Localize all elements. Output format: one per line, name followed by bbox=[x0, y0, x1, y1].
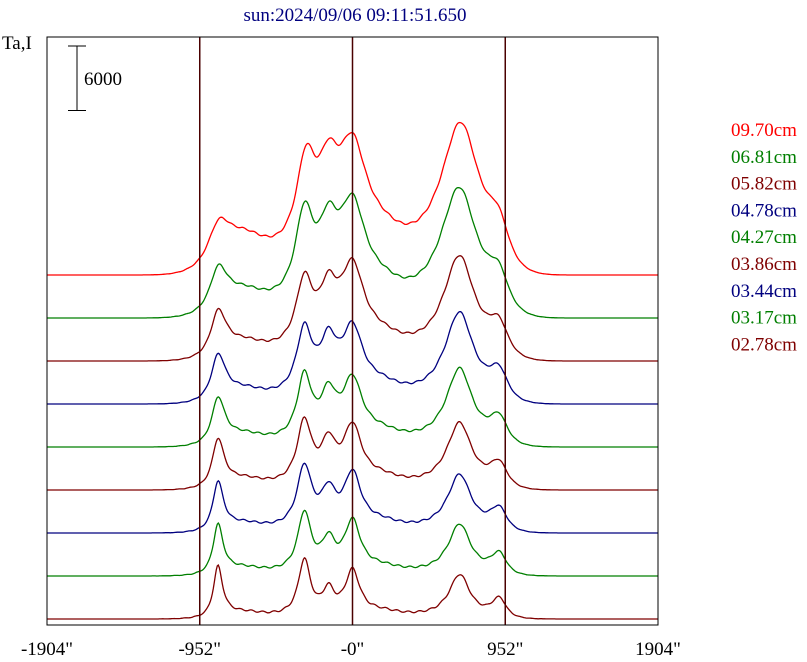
legend-entry: 09.70cm bbox=[731, 120, 797, 141]
legend: 09.70cm 06.81cm 05.82cm 04.78cm 04.27cm 03.86… bbox=[731, 120, 797, 355]
x-tick-labels: -1904" -952" -0" 952" 1904" bbox=[21, 639, 681, 660]
y-axis-label: Ta,I bbox=[2, 33, 32, 54]
scale-bar-label: 6000 bbox=[84, 69, 122, 90]
x-tick-label: -952" bbox=[178, 639, 221, 660]
x-tick-label: 1904" bbox=[635, 639, 681, 660]
legend-entry: 03.86cm bbox=[731, 254, 797, 275]
legend-entry: 04.27cm bbox=[731, 227, 797, 248]
legend-entry: 05.82cm bbox=[731, 174, 797, 195]
chart-title: sun:2024/09/06 09:11:51.650 bbox=[243, 5, 466, 26]
x-tick-label: 952" bbox=[487, 639, 523, 660]
x-tick-label: -0" bbox=[341, 639, 365, 660]
intensity-scale-bar: 6000 bbox=[68, 45, 122, 111]
legend-entry: 03.17cm bbox=[731, 308, 797, 329]
vertical-guide-lines bbox=[199, 37, 506, 625]
legend-entry: 03.44cm bbox=[731, 281, 797, 302]
legend-entry: 04.78cm bbox=[731, 200, 797, 221]
legend-entry: 02.78cm bbox=[731, 334, 797, 355]
x-tick-label: -1904" bbox=[21, 639, 73, 660]
legend-entry: 06.81cm bbox=[731, 147, 797, 168]
plot-frame bbox=[46, 36, 659, 626]
